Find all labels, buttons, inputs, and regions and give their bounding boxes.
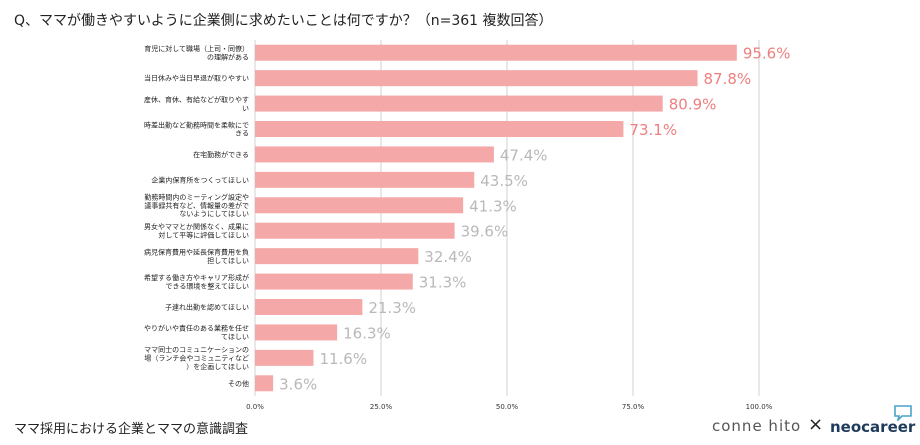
value-label: 47.4% (500, 146, 548, 164)
neocareer-logo: neocareer (830, 418, 916, 436)
category-label: やりがいや責任のある業務を任せ (144, 324, 249, 333)
category-label: その他 (228, 379, 249, 388)
value-label: 16.3% (343, 324, 391, 342)
x-tick-label: 75.0% (622, 403, 645, 411)
bar (255, 273, 413, 290)
value-label: 11.6% (319, 350, 367, 368)
value-label: 21.3% (368, 299, 416, 317)
x-tick-label: 50.0% (496, 403, 519, 411)
category-label: てほしい (221, 333, 249, 341)
category-label: 産休、育休、有給などが取りやす (144, 95, 249, 104)
bar (255, 146, 494, 163)
speech-bubble-icon (894, 405, 912, 421)
x-tick-label: 100.0% (746, 403, 773, 411)
x-tick-label: 0.0% (246, 403, 264, 411)
bar (255, 222, 455, 239)
value-label: 43.5% (480, 172, 528, 190)
category-label: 企業内保育所をつくってほしい (151, 175, 249, 184)
category-label: 病児保育費用や延長保育費用を負 (144, 247, 249, 256)
collaboration-x-mark: × (808, 414, 824, 435)
category-label: ないようにしてほしい (179, 210, 249, 218)
category-label: ）を企画してほしい (186, 362, 249, 371)
value-label: 73.1% (629, 121, 677, 139)
value-label: 87.8% (704, 70, 752, 88)
category-label: の理解がある (207, 52, 249, 61)
category-label: 時差出勤など勤務時間を柔軟にで (144, 120, 249, 129)
category-label: ママ同士のコミュニケーションの (144, 345, 249, 354)
category-label: 勤務時間内のミーティング設定や (144, 192, 249, 201)
category-label: 子連れ出勤を認めてほしい (165, 303, 249, 312)
category-label: 在宅勤務ができる (193, 150, 249, 159)
value-label: 32.4% (424, 248, 472, 266)
bar (255, 324, 338, 341)
category-label: 希望する働き方やキャリア形成が (144, 273, 249, 282)
value-label: 95.6% (743, 45, 791, 63)
category-label: 男女やママとか関係なく、成果に (144, 222, 249, 231)
connehito-logo: conne hito (712, 417, 802, 435)
bar (255, 121, 624, 137)
survey-caption: ママ採用における企業とママの意識調査 (14, 422, 249, 437)
value-label: 39.6% (461, 223, 509, 241)
value-label: 41.3% (469, 197, 517, 215)
category-label: 議事録共有など、情報量の差がで (144, 201, 249, 210)
category-label: 当日休みや当日早退が取りやすい (144, 74, 249, 83)
value-label: 80.9% (669, 96, 717, 114)
bar (255, 95, 663, 112)
x-tick-label: 25.0% (370, 403, 393, 411)
bar (255, 375, 274, 392)
bar (255, 248, 419, 265)
bar (255, 197, 464, 214)
value-label: 3.6% (279, 375, 317, 393)
category-label: 場（ランチ会やコミュニティなど (144, 353, 249, 362)
category-label: 育児に対して職場（上司・同僚） (144, 44, 249, 53)
bar (255, 299, 363, 315)
value-label: 31.3% (419, 274, 467, 292)
category-label: きる (235, 130, 249, 138)
bar (255, 171, 475, 188)
category-label: い (242, 104, 249, 112)
chart-title: Q、ママが働きやすいように企業側に求めたいことは何ですか？（n=361 複数回答… (14, 13, 553, 29)
bar (255, 44, 737, 61)
bar (255, 70, 698, 87)
category-label: できる環境を整えてほしい (165, 281, 249, 290)
category-label: 担してほしい (207, 256, 249, 265)
category-label: 対して平等に評価してほしい (158, 230, 249, 239)
bar (255, 349, 314, 366)
